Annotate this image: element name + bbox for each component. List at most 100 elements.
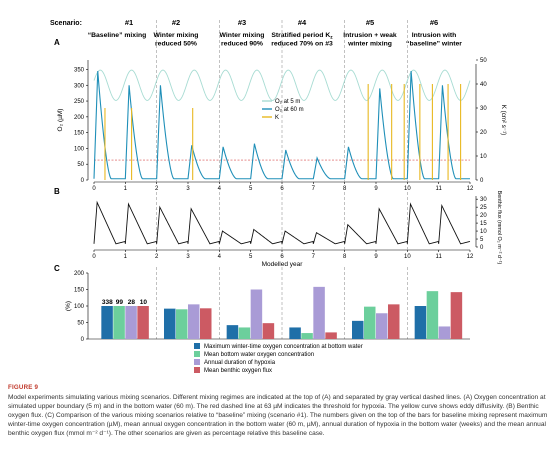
panel-label-a: A xyxy=(54,38,60,47)
figure-label: FIGURE 9 xyxy=(8,384,39,391)
bar-s1-2 xyxy=(113,306,125,339)
panel-c-y-axis-label: (%) xyxy=(65,301,72,311)
panel-a-x-tick-label: 8 xyxy=(343,186,347,192)
panel-a-x-tick-label: 11 xyxy=(436,186,443,192)
bar-s2-3 xyxy=(188,304,200,339)
panel-a-x-tick-label: 10 xyxy=(404,186,411,192)
panel-a-x-tick-label: 6 xyxy=(280,186,284,192)
scenario-title: reduced 70% on #3 xyxy=(271,41,333,48)
panel-a-x-tick-label: 3 xyxy=(186,186,190,192)
scenario-number: #6 xyxy=(430,18,438,27)
panel-b-x-tick-label: 9 xyxy=(374,254,378,260)
bar-s3-3 xyxy=(250,289,263,339)
bar-s4-3 xyxy=(313,286,325,339)
scenario-title: Winter mixing xyxy=(154,32,199,39)
kz-subscript: z xyxy=(330,36,333,41)
scenario-number: #1 xyxy=(125,18,133,27)
bar-s5-1 xyxy=(352,320,364,339)
panel-b-x-tick-label: 10 xyxy=(404,254,411,260)
legend-c-swatch xyxy=(194,343,200,349)
panel-label-c: C xyxy=(54,264,60,273)
bar-s5-3 xyxy=(376,313,388,339)
baseline-value-label: 28 xyxy=(128,299,136,306)
panel-a-y-tick-label: 0 xyxy=(81,178,85,184)
legend-label: K xyxy=(275,115,279,121)
panel-b-y-tick-label: 10 xyxy=(480,229,487,235)
scenario-number: #4 xyxy=(298,18,307,27)
panel-b-x-tick-label: 7 xyxy=(312,254,316,260)
panel-c-y-tick-label: 200 xyxy=(74,271,85,277)
bar-s3-4 xyxy=(262,323,275,339)
baseline-value-label: 338 xyxy=(102,299,113,306)
series-o2-5m xyxy=(93,69,471,101)
panel-b-x-tick-label: 0 xyxy=(92,254,96,260)
panel-a-y2-tick-label: 30 xyxy=(480,106,487,112)
scenario-title: reduced 90% xyxy=(221,41,263,48)
bar-s4-1 xyxy=(289,327,301,339)
legend-c-swatch xyxy=(194,367,200,373)
panel-a-x-tick-label: 4 xyxy=(218,186,222,192)
panel-a-x-tick-label: 1 xyxy=(124,186,128,192)
bar-s3-2 xyxy=(238,327,251,339)
panel-b-x-tick-label: 8 xyxy=(343,254,347,260)
panel-b-x-tick-label: 6 xyxy=(280,254,284,260)
legend-c-label: Annual duration of hypoxia xyxy=(204,360,276,366)
bar-s6-4 xyxy=(450,292,463,339)
scenario-title: Intrusion with xyxy=(412,32,457,39)
scenario-title: Intrusion + weak xyxy=(343,32,397,39)
panel-a-x-tick-label: 2 xyxy=(155,186,159,192)
panel-c-y-tick-label: 150 xyxy=(74,288,85,294)
bar-s2-4 xyxy=(200,308,212,339)
bar-s1-4 xyxy=(137,306,149,339)
bar-s4-2 xyxy=(301,333,313,339)
legend-label: O₂ at 5 m xyxy=(275,99,300,105)
bar-s1-3 xyxy=(125,306,137,339)
panel-a-x-tick-label: 12 xyxy=(467,186,474,192)
panel-a-x-tick-label: 5 xyxy=(249,186,253,192)
scenario-number: #2 xyxy=(172,18,180,27)
panel-b-x-tick-label: 3 xyxy=(186,254,190,260)
bar-s5-2 xyxy=(364,306,376,339)
legend-c-label: Mean bottom water oxygen concentration xyxy=(204,352,314,358)
panel-b-y-tick-label: 20 xyxy=(480,213,487,219)
panel-a-y-tick-label: 350 xyxy=(74,67,85,73)
scenario-title: Winter mixing xyxy=(220,32,265,39)
series-o2-60m xyxy=(93,71,470,180)
panel-a-y-tick-label: 300 xyxy=(74,83,85,89)
x-axis-label: Modelled year xyxy=(262,261,304,268)
panel-a-y-tick-label: 150 xyxy=(74,131,85,137)
scenario-title: reduced 50% xyxy=(155,41,197,48)
panel-a-y2-tick-label: 10 xyxy=(480,154,487,160)
bar-s3-1 xyxy=(226,325,239,339)
scenario-title: Stratified period Kz xyxy=(271,32,333,41)
figure-9: Scenario: #1 “Baseline” mixing #2 Winter mix… xyxy=(50,18,507,374)
panel-b-x-tick-label: 12 xyxy=(467,254,474,260)
panel-a-y-tick-label: 50 xyxy=(77,162,84,168)
bar-s5-4 xyxy=(388,304,400,339)
bar-s4-4 xyxy=(325,332,337,339)
panel-a-y2-tick-label: 0 xyxy=(480,178,484,184)
legend-c-swatch xyxy=(194,351,200,357)
series-benthic-flux xyxy=(93,200,471,245)
panel-a-x-tick-label: 0 xyxy=(92,186,96,192)
legend-c-label: Maximum winter-time oxygen concentration… xyxy=(204,344,363,350)
panel-b-y-tick-label: 0 xyxy=(480,245,484,251)
bar-s6-3 xyxy=(438,326,451,339)
panel-a-y-tick-label: 100 xyxy=(74,146,85,152)
scenario-label: Scenario: xyxy=(50,20,82,27)
caption-text: Model experiments simulating various mix… xyxy=(8,394,548,437)
bar-s1-1 xyxy=(101,306,113,339)
panel-a-y2-tick-label: 40 xyxy=(480,82,487,88)
panel-a-y2-axis-label: K (cm² s⁻¹) xyxy=(500,105,507,135)
panel-a-y2-tick-label: 50 xyxy=(480,58,487,64)
panel-c-y-tick-label: 100 xyxy=(74,304,85,310)
panel-label-b: B xyxy=(54,187,60,196)
bar-s6-2 xyxy=(426,291,439,339)
legend-c-label: Mean benthic oxygen flux xyxy=(204,368,272,374)
panel-a-y-axis-label: O₂ (µM) xyxy=(57,109,64,132)
panel-b-x-tick-label: 5 xyxy=(249,254,253,260)
scenario-number: #3 xyxy=(238,18,246,27)
panel-b-x-tick-label: 11 xyxy=(436,254,443,260)
panel-a-x-tick-label: 7 xyxy=(312,186,316,192)
panel-b-x-tick-label: 2 xyxy=(155,254,159,260)
